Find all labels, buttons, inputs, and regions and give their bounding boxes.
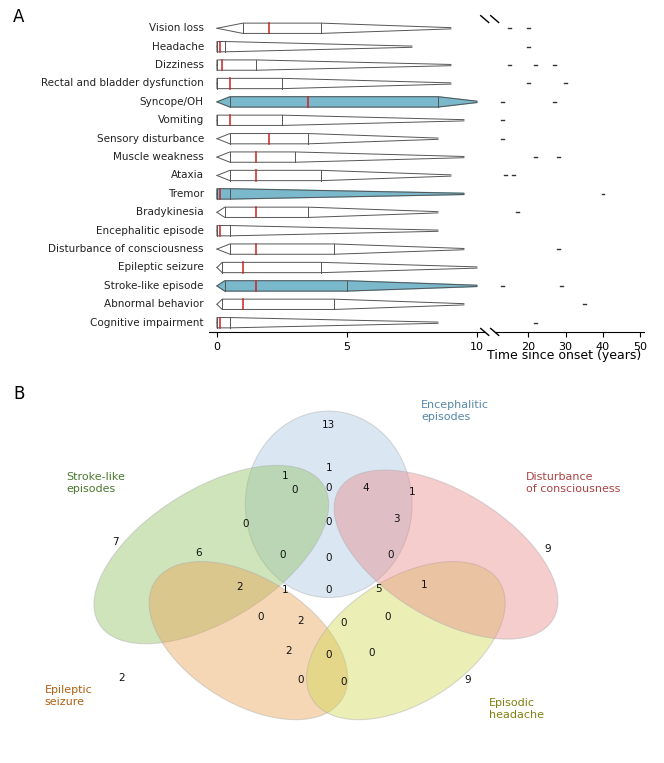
Text: Stroke-like episode: Stroke-like episode (104, 281, 204, 291)
Text: 1: 1 (409, 487, 416, 497)
Polygon shape (217, 60, 451, 70)
Polygon shape (217, 188, 464, 199)
Text: Tremor: Tremor (167, 189, 204, 199)
Polygon shape (217, 115, 464, 125)
Text: 0: 0 (291, 485, 298, 495)
Polygon shape (217, 226, 438, 236)
Text: Episodic
headache: Episodic headache (489, 698, 544, 720)
Polygon shape (217, 207, 438, 217)
Text: 0: 0 (369, 648, 375, 658)
Ellipse shape (245, 411, 412, 597)
Polygon shape (217, 299, 464, 310)
Text: 1: 1 (325, 463, 332, 474)
Text: Dizziness: Dizziness (155, 60, 204, 70)
Text: 0: 0 (325, 650, 332, 660)
Text: 0: 0 (325, 585, 332, 595)
Polygon shape (217, 152, 464, 163)
Text: 0: 0 (258, 612, 264, 623)
Text: 0: 0 (279, 549, 286, 559)
Text: Vomiting: Vomiting (157, 115, 204, 125)
Text: 1: 1 (282, 471, 289, 481)
Text: 0: 0 (325, 553, 332, 563)
Text: Cognitive impairment: Cognitive impairment (90, 317, 204, 327)
Text: 9: 9 (544, 544, 551, 554)
Text: Epileptic seizure: Epileptic seizure (118, 262, 204, 272)
Text: 6: 6 (196, 548, 203, 558)
Text: Sensory disturbance: Sensory disturbance (96, 134, 204, 143)
Text: 4: 4 (363, 483, 369, 493)
Text: 0: 0 (325, 517, 332, 527)
Polygon shape (217, 262, 477, 272)
Text: Vision loss: Vision loss (149, 24, 204, 34)
Text: 2: 2 (286, 646, 292, 656)
Polygon shape (217, 170, 451, 181)
Polygon shape (217, 244, 464, 254)
Text: 0: 0 (387, 549, 394, 559)
Text: Disturbance of consciousness: Disturbance of consciousness (48, 244, 204, 254)
Text: Muscle weakness: Muscle weakness (113, 152, 204, 162)
Text: Encephalitic episode: Encephalitic episode (96, 226, 204, 236)
Text: 2: 2 (236, 582, 242, 592)
Text: 2: 2 (118, 673, 125, 684)
Text: Ataxia: Ataxia (171, 170, 204, 181)
Text: 0: 0 (341, 677, 347, 687)
Text: Rectal and bladder dysfunction: Rectal and bladder dysfunction (41, 79, 204, 89)
Polygon shape (217, 317, 438, 328)
Text: Encephalitic
episodes: Encephalitic episodes (422, 401, 489, 422)
Text: Disturbance
of consciousness: Disturbance of consciousness (527, 472, 621, 494)
Text: Time since onset (years): Time since onset (years) (487, 349, 641, 362)
Ellipse shape (94, 465, 329, 644)
Text: Stroke-like
episodes: Stroke-like episodes (66, 472, 125, 494)
Text: Headache: Headache (151, 42, 204, 52)
Text: A: A (13, 8, 25, 26)
Ellipse shape (149, 562, 348, 720)
Text: 5: 5 (374, 584, 381, 594)
Polygon shape (217, 97, 477, 107)
Text: 0: 0 (242, 519, 248, 529)
Text: 1: 1 (421, 580, 428, 590)
Text: 1: 1 (282, 585, 289, 595)
Text: 0: 0 (325, 483, 332, 493)
Text: 3: 3 (393, 513, 400, 523)
Text: Syncope/OH: Syncope/OH (140, 97, 204, 107)
Text: 0: 0 (297, 675, 304, 685)
Polygon shape (217, 41, 412, 52)
Text: Abnormal behavior: Abnormal behavior (104, 299, 204, 309)
Text: B: B (13, 385, 25, 404)
Polygon shape (217, 134, 438, 144)
Ellipse shape (334, 470, 558, 639)
Text: 13: 13 (322, 420, 335, 430)
Polygon shape (217, 281, 477, 291)
Polygon shape (217, 79, 451, 89)
Text: 9: 9 (464, 675, 471, 685)
Text: Bradykinesia: Bradykinesia (136, 208, 204, 217)
Text: 0: 0 (384, 612, 390, 623)
Text: 2: 2 (297, 616, 304, 626)
Text: Epileptic
seizure: Epileptic seizure (44, 685, 92, 707)
Text: 0: 0 (341, 618, 347, 628)
Text: 7: 7 (112, 537, 119, 547)
Polygon shape (217, 23, 451, 34)
Ellipse shape (307, 562, 505, 720)
